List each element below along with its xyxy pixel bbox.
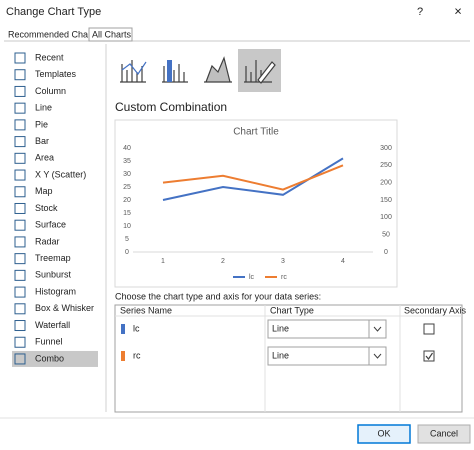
chart-type-item[interactable]: Histogram [35, 286, 76, 296]
series-swatch [121, 324, 125, 334]
chart-type-dropdown[interactable] [267, 346, 387, 366]
type-icon [14, 136, 26, 148]
cancel-button[interactable] [417, 424, 471, 444]
y2-tick-label: 100 [380, 214, 392, 221]
y-tick-label: 0 [125, 249, 129, 256]
y2-tick-label: 300 [380, 145, 392, 152]
type-icon [14, 336, 26, 348]
chart-type-item[interactable]: Line [35, 103, 52, 113]
chart-title: Chart Title [233, 127, 279, 138]
series-line [162, 164, 344, 191]
type-icon [14, 286, 26, 298]
type-icon [14, 52, 26, 64]
chart-type-item[interactable]: Combo [35, 353, 64, 363]
cancel-label[interactable]: Cancel [430, 428, 458, 438]
type-icon [14, 303, 26, 315]
type-icon [14, 253, 26, 265]
y-tick-label: 20 [123, 197, 131, 204]
tab[interactable]: Recommended Charts [8, 29, 99, 39]
series-name: rc [133, 350, 141, 360]
help-button[interactable]: ? [417, 6, 423, 18]
chart-type-item[interactable]: Funnel [35, 337, 63, 347]
type-icon [14, 236, 26, 248]
chart-type-item[interactable]: Waterfall [35, 320, 70, 330]
y2-tick-label: 250 [380, 162, 392, 169]
chart-type-item[interactable]: Stock [35, 203, 58, 213]
subtype-icons [120, 49, 281, 92]
y-tick-label: 30 [123, 171, 131, 178]
type-icon [14, 219, 26, 231]
tab-active[interactable] [88, 27, 133, 42]
chart-type-item[interactable]: Column [35, 86, 66, 96]
type-icon [14, 202, 26, 214]
legend-label: rc [281, 274, 287, 281]
y-tick-label: 10 [123, 223, 131, 230]
chart-type-item[interactable]: Recent [35, 52, 64, 62]
close-button[interactable]: × [454, 3, 462, 18]
chart-type-dropdown[interactable] [267, 319, 387, 339]
dropdown-arrow[interactable] [373, 353, 382, 359]
chart-type-item[interactable]: Pie [35, 119, 48, 129]
y2-tick-label: 150 [380, 197, 392, 204]
table-header: Secondary Axis [404, 305, 467, 315]
type-icon [14, 102, 26, 114]
type-icon [14, 320, 26, 332]
chart-type-item[interactable]: X Y (Scatter) [35, 169, 86, 179]
type-icon [14, 69, 26, 81]
y2-tick-label: 0 [384, 249, 388, 256]
subtype-icon[interactable] [120, 60, 146, 83]
chart-type-value: Line [272, 350, 289, 360]
subtype-icon[interactable] [244, 60, 272, 83]
y2-tick-label: 200 [380, 180, 392, 187]
series-name: lc [133, 323, 140, 333]
section-title: Custom Combination [115, 100, 227, 114]
chart-type-value: Line [272, 323, 289, 333]
type-icon [14, 269, 26, 281]
dropdown-arrow[interactable] [373, 326, 382, 332]
table-header: Chart Type [270, 305, 314, 315]
tab[interactable]: All Charts [92, 29, 132, 39]
chart-type-item[interactable]: Templates [35, 69, 77, 79]
y-tick-label: 40 [123, 145, 131, 152]
x-tick-label: 2 [221, 258, 225, 265]
series-prompt: Choose the chart type and axis for your … [115, 291, 321, 301]
ok-button[interactable] [357, 424, 411, 444]
type-icon [14, 353, 26, 365]
subtype-icon[interactable] [204, 56, 232, 83]
type-icon [14, 169, 26, 181]
ok-label[interactable]: OK [377, 428, 390, 438]
x-tick-label: 1 [161, 258, 165, 265]
subtype-selected[interactable] [238, 49, 281, 92]
legend-label: lc [249, 274, 255, 281]
chart-type-item[interactable]: Sunburst [35, 270, 72, 280]
secondary-axis-checkbox[interactable] [423, 323, 435, 335]
chart-type-item[interactable]: Area [35, 153, 54, 163]
y-tick-label: 5 [125, 236, 129, 243]
chart-preview [114, 119, 398, 288]
x-tick-label: 3 [281, 258, 285, 265]
y-tick-label: 15 [123, 210, 131, 217]
chart-type-item[interactable]: Surface [35, 220, 66, 230]
y-tick-label: 35 [123, 158, 131, 165]
type-icon [14, 85, 26, 97]
chart-type-item[interactable]: Treemap [35, 253, 71, 263]
selected-item[interactable] [12, 350, 98, 367]
type-icon [14, 186, 26, 198]
chart-type-item[interactable]: Box & Whisker [35, 303, 94, 313]
y-tick-label: 25 [123, 184, 131, 191]
secondary-axis-checkbox[interactable] [423, 350, 435, 362]
y2-tick-label: 50 [382, 232, 390, 239]
series-swatch [121, 351, 125, 361]
chart-type-item[interactable]: Map [35, 186, 53, 196]
check-mark [425, 352, 433, 361]
type-icon [14, 152, 26, 164]
chart-type-item[interactable]: Bar [35, 136, 49, 146]
type-icon [14, 119, 26, 131]
x-tick-label: 4 [341, 258, 345, 265]
chart-type-item[interactable]: Radar [35, 236, 60, 246]
dialog-title: Change Chart Type [6, 6, 101, 18]
table-header: Series Name [120, 305, 172, 315]
